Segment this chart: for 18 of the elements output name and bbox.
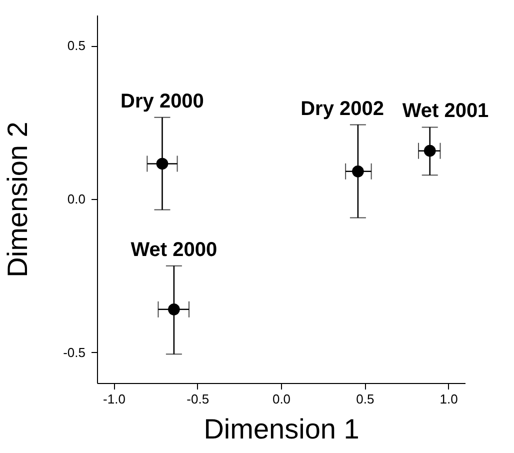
series-label: Wet 2001 [402, 100, 489, 122]
point [352, 165, 364, 178]
y-tick-label: 0.0 [67, 192, 86, 206]
point [168, 303, 180, 316]
x-tick-label: -0.5 [186, 392, 210, 406]
text: Wet 2000 [130, 238, 218, 261]
y-axis-title: Dimension 2 [2, 122, 34, 278]
point [424, 144, 436, 157]
x-tick-label: -1.0 [103, 392, 126, 406]
text: Dry 2000 [120, 90, 204, 112]
y-tick-label: -0.5 [63, 344, 86, 360]
point [156, 158, 168, 170]
x-tick-label: 0.0 [272, 392, 291, 406]
y-tick-label: 0.5 [67, 38, 86, 54]
x-tick-label: 0.5 [356, 392, 374, 406]
x-tick-label: 1.0 [440, 392, 458, 406]
x-axis-title: Dimension 1 [204, 414, 360, 444]
text: Dry 2002 [300, 98, 384, 120]
